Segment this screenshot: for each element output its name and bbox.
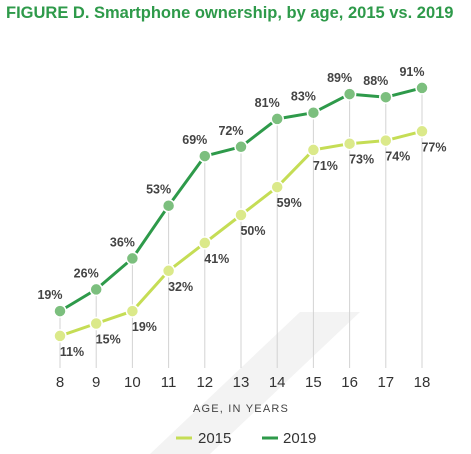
legend-label-2019: 2019 — [283, 430, 316, 447]
data-label-2015: 50% — [240, 224, 265, 238]
legend-label-2015: 2015 — [198, 430, 231, 447]
data-label-2019: 26% — [74, 266, 99, 280]
data-point-2019 — [379, 90, 393, 104]
chart-title: FIGURE D. Smartphone ownership, by age, … — [6, 4, 454, 22]
data-label-2019: 89% — [327, 71, 352, 85]
data-point-2019 — [306, 105, 321, 120]
data-label-2015: 77% — [421, 140, 446, 154]
data-label-2015: 15% — [96, 333, 121, 347]
data-label-2015: 41% — [204, 252, 229, 266]
data-point-2019 — [198, 149, 212, 163]
x-tick-label: 17 — [377, 374, 394, 391]
data-point-2015 — [234, 208, 248, 222]
x-tick-label: 18 — [414, 374, 431, 391]
data-label-2019: 36% — [110, 235, 135, 249]
data-point-2015 — [89, 316, 103, 331]
data-point-2015 — [415, 124, 429, 139]
data-point-2019 — [415, 81, 429, 95]
x-tick-label: 8 — [56, 374, 64, 391]
data-label-2015: 59% — [277, 196, 302, 210]
data-label-2019: 19% — [37, 288, 62, 302]
x-tick-label: 15 — [305, 374, 322, 391]
data-label-2015: 19% — [132, 320, 157, 334]
data-label-2015: 71% — [313, 159, 338, 173]
data-point-2015 — [270, 180, 284, 194]
data-label-2019: 72% — [218, 124, 243, 138]
data-label-2015: 74% — [385, 150, 410, 164]
data-point-2015 — [161, 264, 176, 278]
data-point-2015 — [125, 304, 140, 318]
data-point-2019 — [270, 112, 284, 126]
data-label-2015: 73% — [349, 153, 374, 167]
data-point-2019 — [89, 282, 103, 297]
x-tick-label: 13 — [233, 374, 250, 391]
data-point-2015 — [198, 236, 212, 250]
watermark-shape — [150, 312, 360, 454]
data-point-2019 — [342, 87, 357, 101]
data-point-2015 — [306, 143, 321, 157]
x-axis-title: AGE, IN YEARS — [193, 403, 289, 415]
data-label-2019: 81% — [255, 96, 280, 110]
x-tick-label: 11 — [161, 374, 177, 391]
data-point-2019 — [53, 304, 67, 318]
x-tick-label: 12 — [196, 374, 213, 391]
x-tick-label: 16 — [341, 374, 358, 391]
data-point-2019 — [125, 251, 140, 266]
data-point-2015 — [342, 136, 357, 151]
data-label-2015: 11% — [60, 345, 84, 359]
data-label-2019: 69% — [182, 133, 207, 147]
data-label-2019: 83% — [291, 90, 316, 104]
data-label-2019: 91% — [399, 65, 424, 79]
data-point-2015 — [379, 133, 393, 148]
x-tick-label: 9 — [92, 374, 100, 391]
data-label-2015: 32% — [168, 280, 193, 294]
data-label-2019: 88% — [363, 74, 388, 88]
x-tick-label: 10 — [124, 374, 141, 391]
data-point-2019 — [234, 140, 248, 154]
data-point-2019 — [161, 198, 176, 213]
data-point-2015 — [53, 329, 67, 343]
x-tick-label: 14 — [269, 374, 286, 391]
data-label-2019: 53% — [146, 183, 171, 197]
